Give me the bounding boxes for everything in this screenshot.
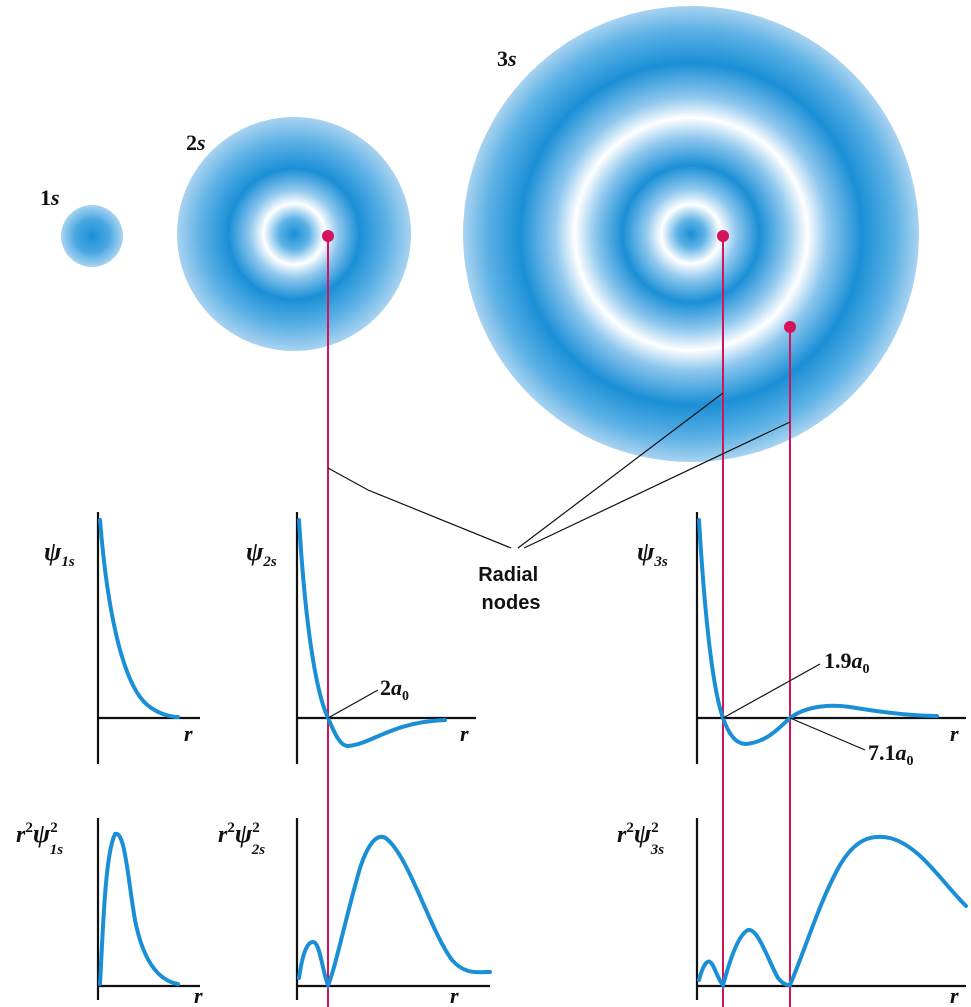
prob-2s-curve — [297, 834, 492, 991]
orbital-label-3s: 3s — [497, 46, 517, 71]
prob-1s-plot: r2ψ2 1s r — [16, 818, 203, 1007]
radial-nodes-leader-3s-outer — [523, 421, 791, 549]
node-1.9a0-leader — [722, 663, 821, 719]
node-label-7.1a0: 7.1a0 — [868, 740, 914, 769]
orbital-label-2s: 2s — [186, 130, 206, 155]
psi-2s-label: ψ2s — [246, 537, 277, 570]
psi-1s-label: ψ1s — [44, 537, 75, 570]
psi-1s-curve — [98, 518, 180, 719]
orbital-label-1s: 1s — [40, 185, 60, 210]
radial-nodes-leader-3s-inner — [517, 392, 724, 549]
psi-2s-axis-r: r — [460, 721, 469, 746]
prob-1s-curve — [98, 831, 180, 986]
orbital-cloud-2s — [177, 117, 411, 351]
prob-2s-axis-r: r — [450, 983, 459, 1007]
prob-3s-axis-r: r — [950, 983, 959, 1007]
psi-2s-curve — [297, 518, 447, 749]
node-label-1.9a0: 1.9a0 — [824, 648, 870, 677]
orbital-cloud-1s — [61, 205, 123, 267]
node-2a0-leader — [327, 689, 379, 719]
node-label-2a0: 2a0 — [380, 675, 409, 704]
psi-1s-axis-r: r — [184, 721, 193, 746]
radial-nodes-label: Radial nodes — [478, 564, 544, 614]
orbital-cloud-3s — [463, 6, 919, 462]
psi-3s-curve — [697, 518, 939, 747]
prob-1s-label: r2ψ2 1s — [16, 819, 63, 858]
node-dot-2s — [322, 230, 334, 242]
node-7.1a0-leader — [789, 717, 866, 751]
node-dot-3s-inner — [717, 230, 729, 242]
prob-3s-label: r2ψ2 3s — [617, 819, 664, 858]
psi-3s-plot: ψ3s r 1.9a0 7.1a0 — [637, 512, 966, 769]
prob-2s-plot: r2ψ2 2s r — [218, 818, 492, 1007]
node-dot-3s-outer — [784, 321, 796, 333]
prob-2s-label: r2ψ2 2s — [218, 819, 265, 858]
prob-3s-curve — [697, 834, 968, 990]
prob-1s-axis-r: r — [194, 983, 203, 1007]
psi-1s-plot: ψ1s r — [44, 512, 200, 764]
psi-3s-label: ψ3s — [637, 537, 668, 570]
psi-2s-plot: ψ2s r 2a0 — [246, 512, 476, 764]
prob-3s-plot: r2ψ2 3s r — [617, 818, 968, 1007]
psi-3s-axis-r: r — [950, 721, 959, 746]
radial-nodes-leader-2s — [327, 467, 512, 549]
